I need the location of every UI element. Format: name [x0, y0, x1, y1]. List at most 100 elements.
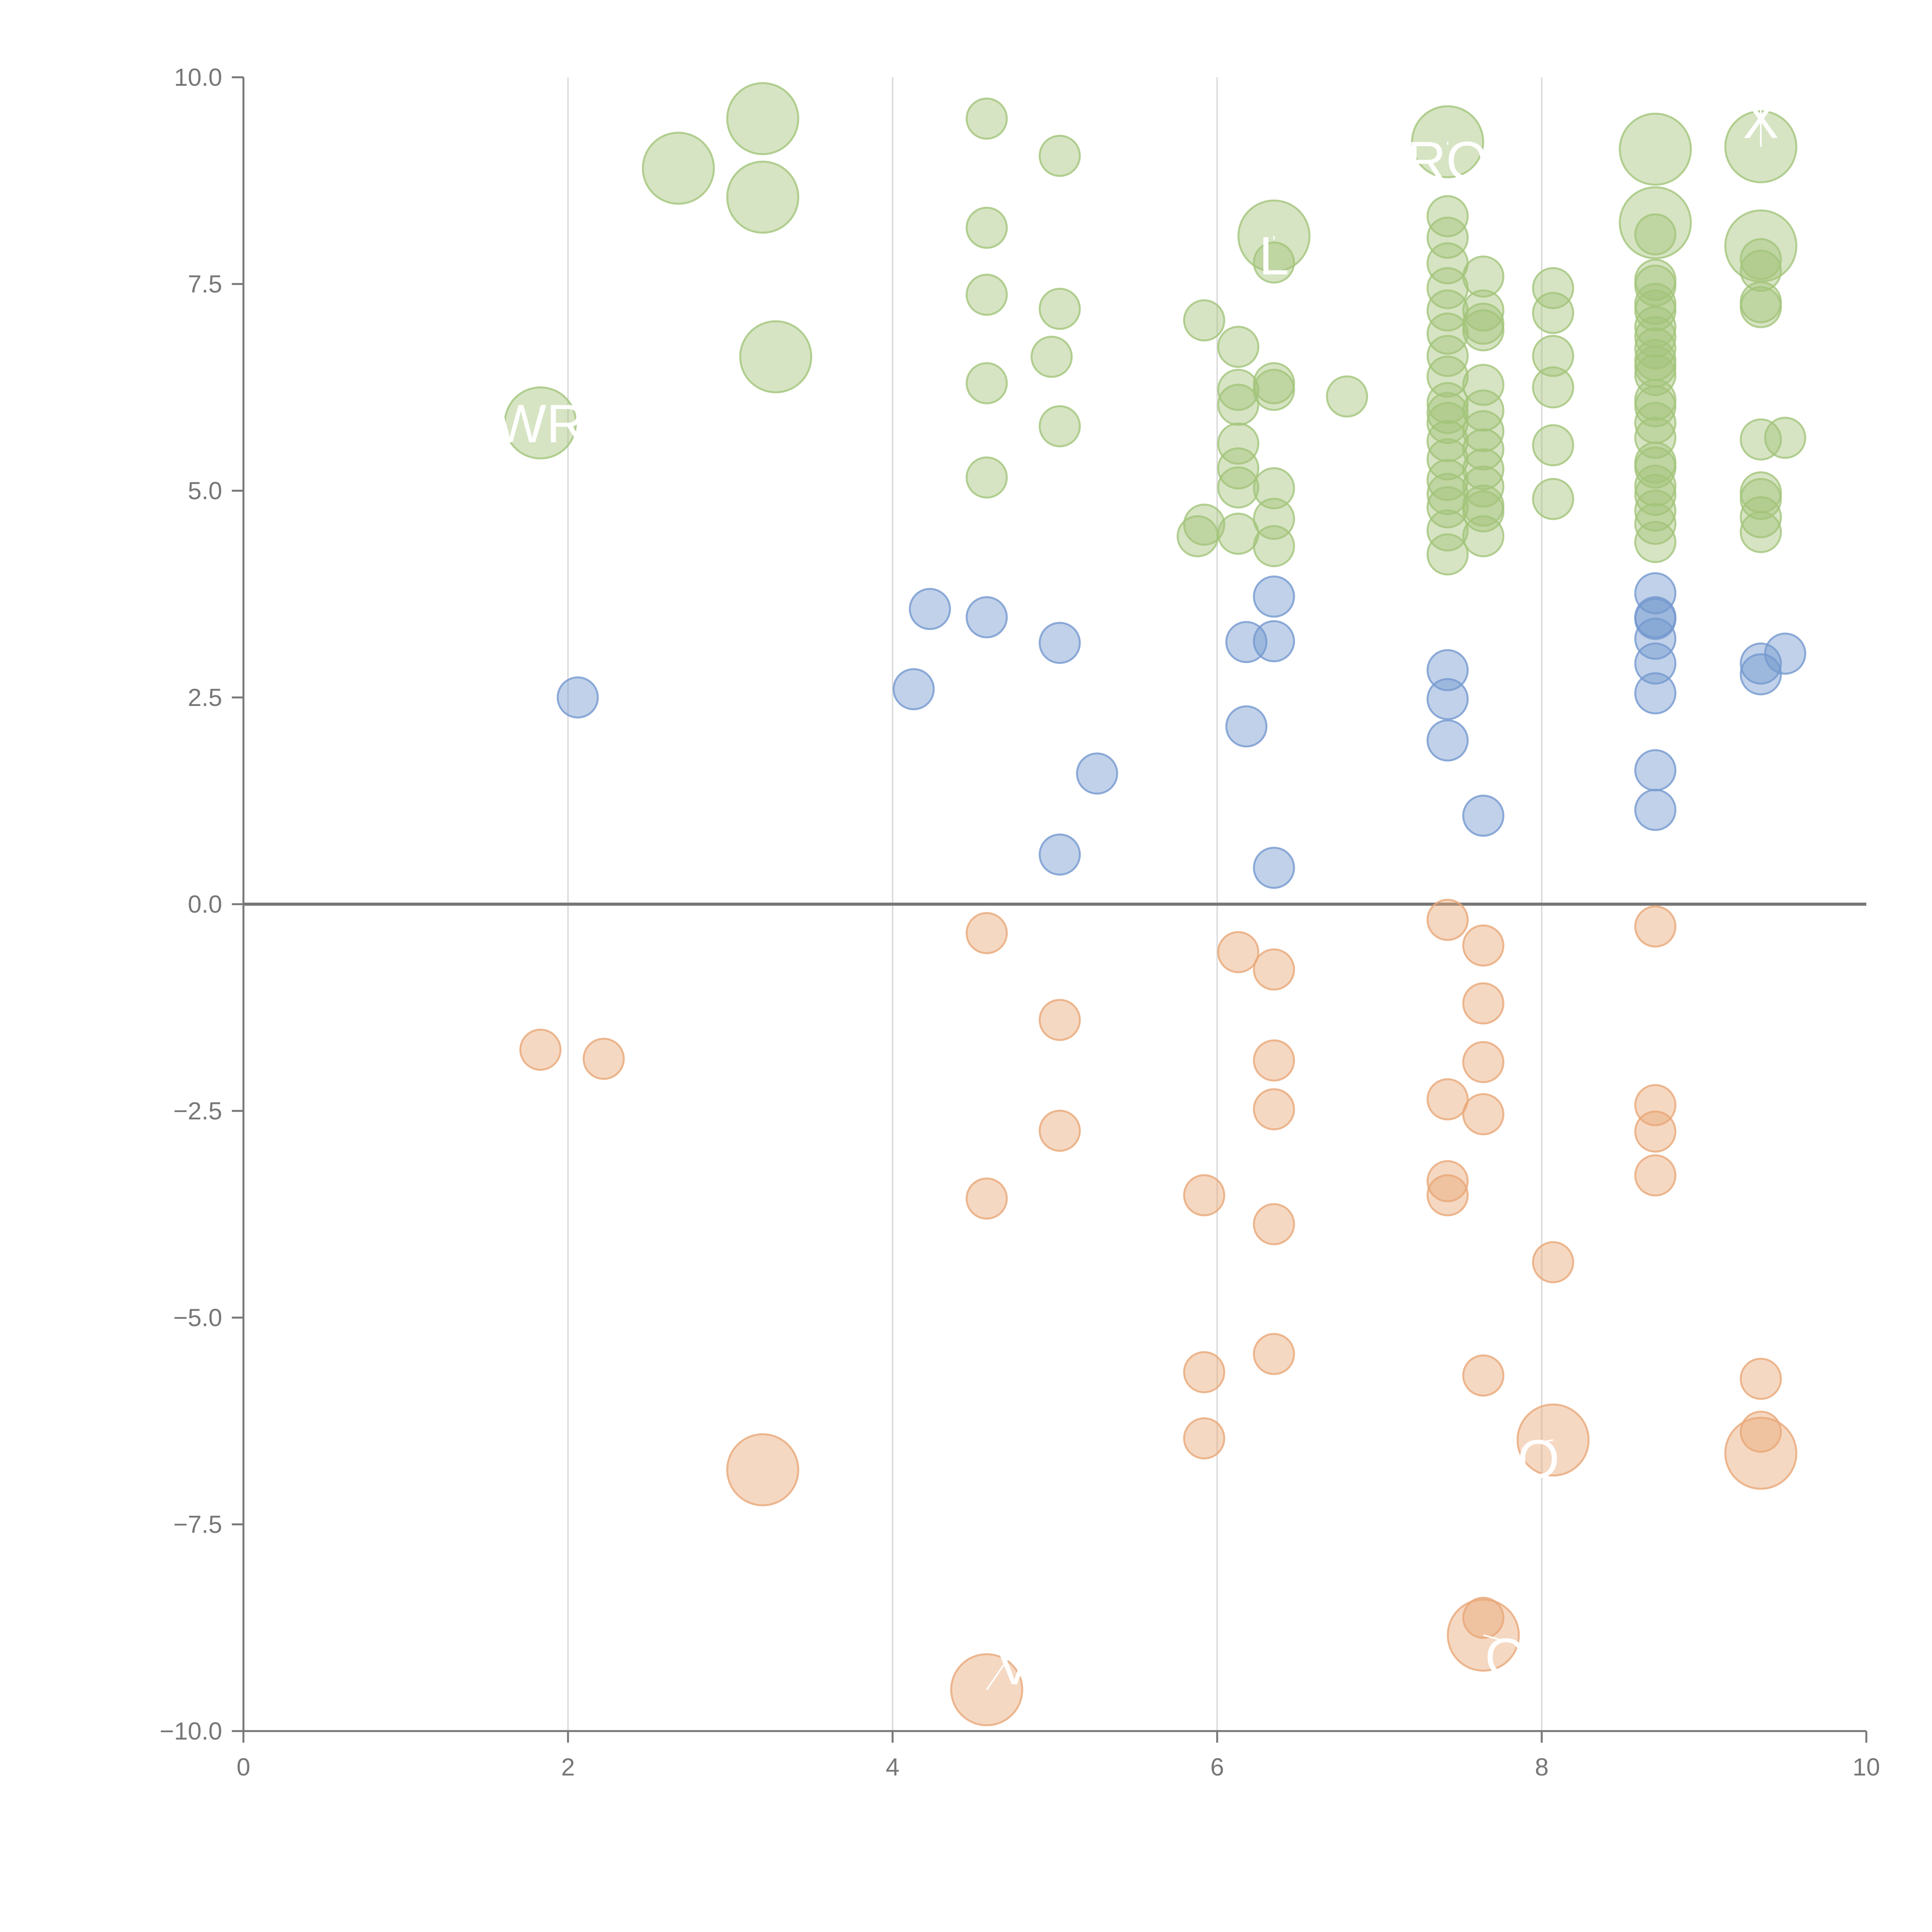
bubble-high [1253, 241, 1295, 284]
bubble-mid [909, 588, 951, 630]
bubble-high [739, 320, 813, 393]
bubble-low [582, 1037, 625, 1080]
bubble-low [1532, 1241, 1574, 1284]
bubble-high [1183, 503, 1225, 546]
bubble-annotation: V [996, 1635, 1032, 1696]
bubble-high [1462, 364, 1505, 406]
bubble-high [1426, 312, 1469, 355]
bubble-high [1462, 490, 1505, 532]
y-tick-label: 2.5 [188, 684, 222, 711]
bubble-high [1426, 195, 1469, 238]
bubble-mid [1634, 672, 1677, 714]
bubble-mid [1253, 575, 1295, 618]
bubble-annotation: X [1743, 89, 1779, 150]
bubble-high [1740, 478, 1782, 520]
x-tick-label: 2 [561, 1753, 575, 1781]
bubble-low [1462, 1354, 1505, 1397]
bubble-high [1253, 467, 1295, 510]
bubble-low [1217, 931, 1260, 973]
bubble-mid [1634, 617, 1677, 660]
axis-layer: 10.0 7.5 5.0 2.5 0.0 −2.5 −5.0 −7.5 −10.0 0 2 4 6 8 10 [160, 63, 1880, 1781]
bubble-mid [1253, 847, 1295, 889]
bubble-low [1253, 1039, 1295, 1082]
bubble-low [1253, 1203, 1295, 1245]
bubble-high [726, 82, 799, 155]
bubble-high [1326, 375, 1368, 418]
x-tick-label: 8 [1535, 1753, 1549, 1781]
bubble-low [1426, 1174, 1469, 1216]
bubble-high [1039, 405, 1081, 447]
bubble-high [1217, 422, 1260, 465]
bubble-high [1634, 354, 1677, 396]
bubble-mid [1740, 653, 1782, 696]
y-tick-label: −10.0 [160, 1717, 222, 1745]
bubble-high [1740, 286, 1782, 328]
y-tick-label: 7.5 [188, 270, 222, 298]
bubble-high [1619, 186, 1692, 260]
bubble-mid [1225, 705, 1268, 748]
bubble-high [1426, 486, 1469, 529]
bubble-high [1740, 238, 1782, 281]
bubble-low [1183, 1417, 1225, 1459]
bubble-mid [1634, 572, 1677, 614]
x-tick-label: 4 [886, 1753, 900, 1781]
bubble-low [1183, 1351, 1225, 1393]
bubble-high [1532, 478, 1574, 520]
bubble-high [1217, 466, 1260, 509]
bubble-low [1462, 982, 1505, 1025]
bubble-high [1532, 366, 1574, 408]
bubble-low [1740, 1357, 1782, 1400]
y-tick-label: 5.0 [188, 477, 222, 505]
y-tick-label: −5.0 [173, 1304, 222, 1332]
bubble-mid [1426, 649, 1469, 691]
bubble-high [1462, 410, 1505, 452]
bubble-high [1619, 112, 1692, 186]
bubble-annotation: L [1259, 225, 1289, 286]
bubble-high [1740, 511, 1782, 553]
bubble-high [1462, 309, 1505, 352]
bubble-annotation: RO [1407, 130, 1488, 191]
bubble-mid [1740, 642, 1782, 685]
bubble-mid [966, 596, 1008, 638]
bubble-high [1217, 383, 1260, 426]
bubble-high [642, 131, 715, 205]
bubble-low [966, 1177, 1008, 1220]
bubble-low [1634, 1111, 1677, 1153]
bubble-high [1740, 418, 1782, 461]
bubble-low [1462, 1041, 1505, 1083]
bubble-low [1426, 1160, 1469, 1202]
bubble-high [966, 97, 1008, 140]
bubble-low [519, 1029, 562, 1071]
bubble-high [1253, 369, 1295, 411]
bubble-low [1253, 948, 1295, 991]
bubble-mid [1426, 719, 1469, 762]
bubble-high [1426, 420, 1469, 463]
bubble-high [1183, 299, 1225, 342]
bubble-high [1217, 512, 1260, 555]
bubble-high [1217, 447, 1260, 490]
bubble-low [1426, 899, 1469, 941]
bubble-low [1183, 1174, 1225, 1216]
bubble-low [1462, 1093, 1505, 1136]
bubble-high [1462, 448, 1505, 490]
bubble-low [1634, 905, 1677, 948]
bubble-high [1177, 515, 1219, 558]
bubble-mid [1634, 789, 1677, 831]
bubble-low [1039, 1109, 1081, 1152]
y-tick-label: −7.5 [173, 1510, 222, 1538]
bubble-high [1634, 385, 1677, 428]
bubble-high [726, 160, 799, 234]
bubble-high [1253, 525, 1295, 567]
bubble-high [1740, 496, 1782, 538]
bubble-high [966, 206, 1008, 249]
bubble-low [1253, 1333, 1295, 1375]
bubble-mid [1253, 620, 1295, 662]
y-tick-label: 0.0 [188, 890, 222, 918]
bubble-low [1740, 1410, 1782, 1453]
annotation-leader [1483, 1634, 1507, 1642]
bubble-high [1217, 369, 1260, 411]
x-tick-label: 0 [236, 1753, 250, 1781]
bubble-mid [1634, 749, 1677, 791]
bubble-high [1532, 424, 1574, 466]
